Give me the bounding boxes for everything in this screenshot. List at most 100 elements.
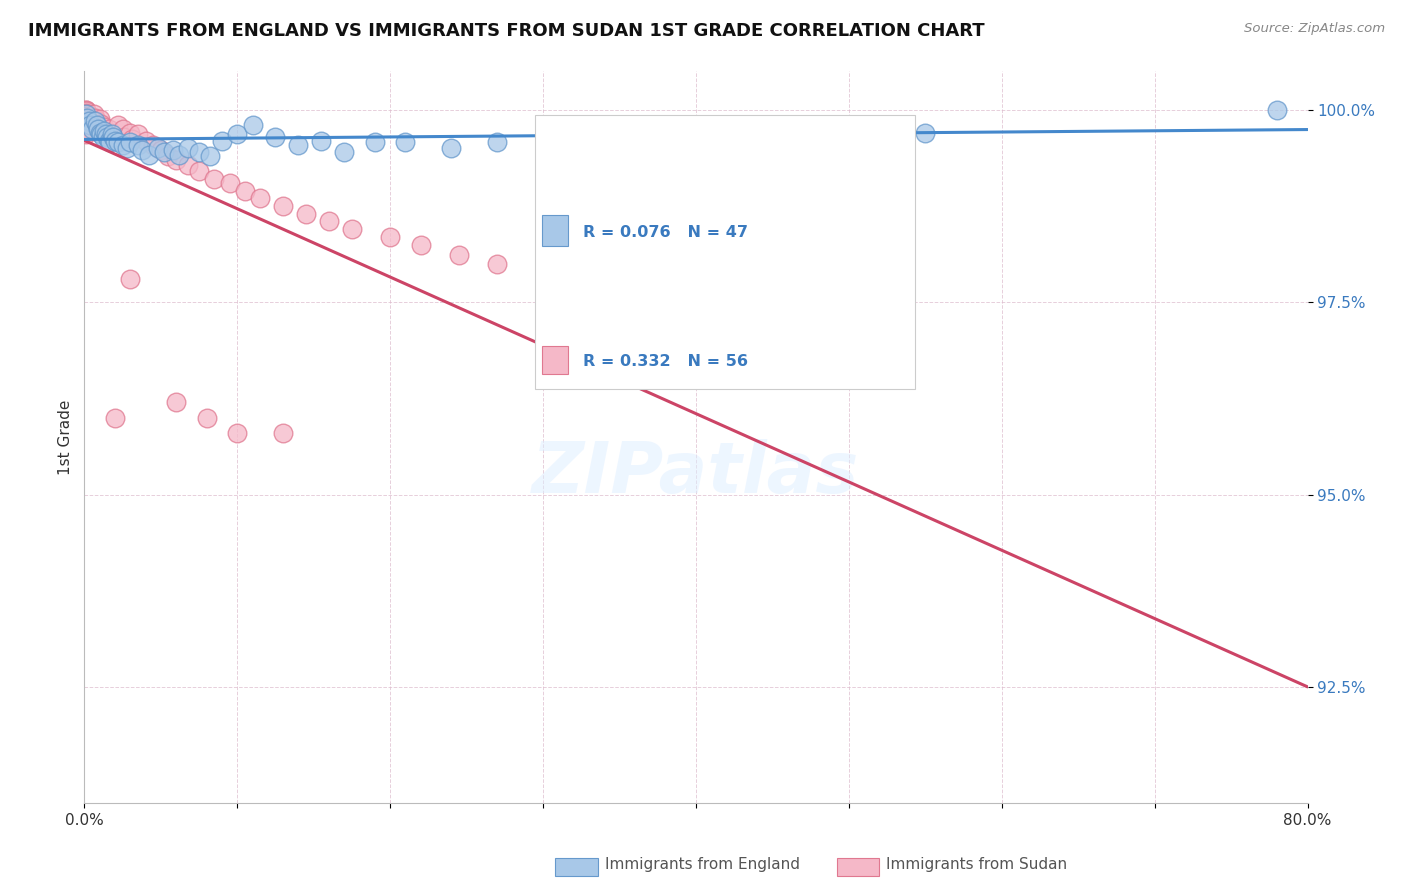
- Point: [96, 129, 118, 144]
- Point: [914, 126, 936, 140]
- Point: [83, 106, 105, 120]
- Point: [111, 137, 134, 152]
- Point: [91, 129, 114, 144]
- Text: Immigrants from England: Immigrants from England: [605, 857, 800, 872]
- Point: [340, 222, 363, 236]
- Point: [84, 111, 107, 125]
- Point: [79, 118, 101, 132]
- Point: [75, 106, 97, 120]
- Point: [86, 114, 108, 128]
- Text: ZIPatlas: ZIPatlas: [533, 439, 859, 508]
- Y-axis label: 1st Grade: 1st Grade: [58, 400, 73, 475]
- Point: [271, 199, 294, 213]
- Point: [440, 141, 463, 155]
- Point: [233, 184, 256, 198]
- Point: [142, 137, 165, 152]
- Point: [195, 410, 218, 425]
- Point: [177, 158, 200, 172]
- Point: [135, 134, 157, 148]
- Point: [89, 112, 111, 127]
- Point: [94, 124, 117, 138]
- Point: [295, 207, 318, 221]
- Point: [287, 137, 309, 152]
- Point: [218, 176, 240, 190]
- Point: [211, 134, 233, 148]
- Point: [167, 147, 190, 161]
- Point: [394, 135, 416, 149]
- Point: [177, 141, 200, 155]
- Point: [90, 128, 112, 142]
- Point: [226, 128, 249, 142]
- Point: [86, 118, 108, 132]
- Point: [84, 114, 107, 128]
- Point: [165, 395, 187, 409]
- Text: IMMIGRANTS FROM ENGLAND VS IMMIGRANTS FROM SUDAN 1ST GRADE CORRELATION CHART: IMMIGRANTS FROM ENGLAND VS IMMIGRANTS FR…: [28, 22, 984, 40]
- Point: [447, 247, 470, 261]
- Point: [94, 128, 117, 142]
- Bar: [541, 215, 568, 246]
- Point: [80, 122, 103, 136]
- Point: [103, 129, 125, 144]
- Point: [93, 120, 115, 134]
- Point: [198, 149, 221, 163]
- Point: [486, 135, 509, 149]
- Point: [76, 111, 98, 125]
- Point: [311, 134, 333, 148]
- Point: [318, 214, 340, 228]
- Point: [120, 272, 142, 286]
- Point: [165, 153, 187, 167]
- Point: [188, 164, 211, 178]
- Point: [146, 141, 169, 155]
- Point: [409, 237, 432, 252]
- Point: [547, 128, 569, 142]
- Point: [75, 120, 97, 134]
- Point: [127, 137, 149, 152]
- Point: [202, 172, 225, 186]
- Point: [97, 122, 120, 136]
- Point: [149, 143, 172, 157]
- Point: [153, 145, 176, 160]
- Point: [333, 145, 356, 160]
- Point: [138, 147, 160, 161]
- Point: [226, 426, 249, 441]
- Point: [75, 111, 97, 125]
- Point: [93, 124, 115, 138]
- Bar: [541, 345, 568, 374]
- Point: [98, 135, 121, 149]
- Point: [87, 122, 110, 136]
- Point: [111, 122, 134, 136]
- Point: [249, 191, 271, 205]
- Point: [380, 230, 402, 244]
- Point: [364, 135, 387, 149]
- Point: [75, 128, 97, 142]
- Point: [89, 126, 111, 140]
- Point: [121, 132, 143, 146]
- Point: [107, 118, 129, 132]
- Point: [120, 126, 142, 140]
- Point: [264, 129, 287, 144]
- Point: [157, 149, 180, 163]
- Text: R = 0.332   N = 56: R = 0.332 N = 56: [583, 354, 748, 369]
- Point: [75, 103, 97, 117]
- Point: [131, 143, 153, 157]
- Point: [162, 143, 184, 157]
- Point: [75, 117, 97, 131]
- Point: [75, 126, 97, 140]
- Point: [97, 134, 120, 148]
- Point: [112, 129, 135, 144]
- Point: [271, 426, 294, 441]
- Point: [75, 106, 97, 120]
- Point: [75, 112, 97, 127]
- Point: [75, 103, 97, 117]
- Text: Immigrants from Sudan: Immigrants from Sudan: [886, 857, 1067, 872]
- Point: [75, 114, 97, 128]
- Point: [107, 135, 129, 149]
- Point: [101, 128, 124, 142]
- Point: [90, 117, 112, 131]
- Point: [242, 118, 264, 132]
- Text: R = 0.076   N = 47: R = 0.076 N = 47: [583, 225, 748, 240]
- Point: [104, 134, 127, 148]
- Point: [115, 141, 138, 155]
- Point: [75, 104, 97, 119]
- Point: [188, 145, 211, 160]
